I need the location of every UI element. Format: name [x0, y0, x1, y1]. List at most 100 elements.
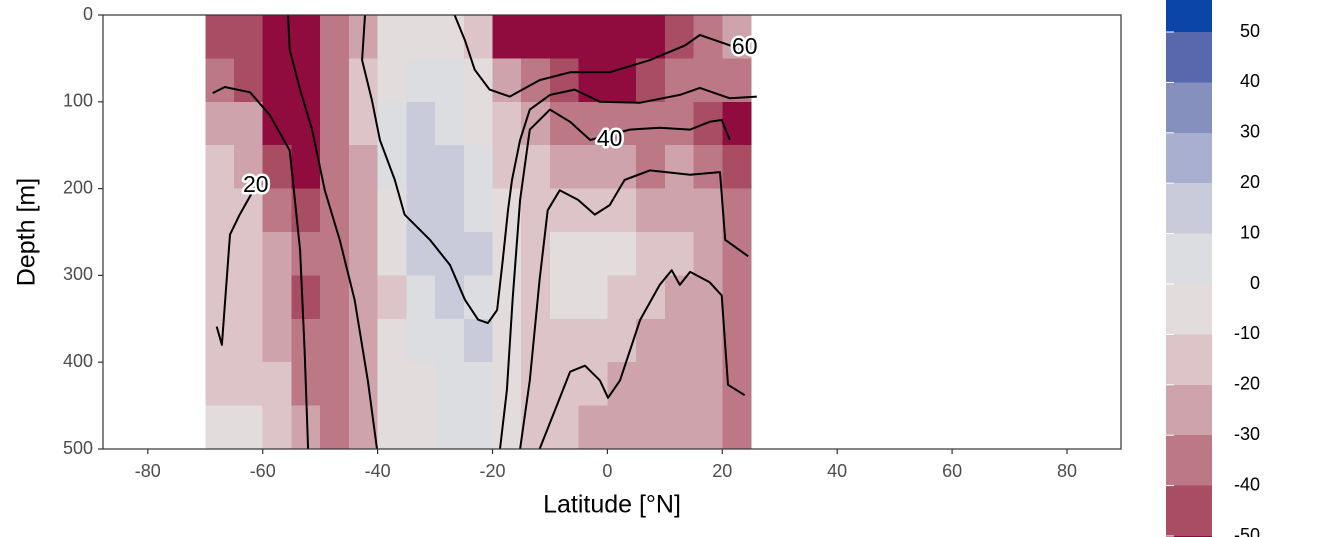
contour-cell [435, 188, 465, 233]
x-tick-label: -20 [479, 461, 505, 481]
contour-line [538, 269, 746, 450]
contour-cell [463, 362, 494, 407]
contour-cell [435, 15, 465, 59]
contour-cell [233, 275, 264, 320]
contour-line [453, 14, 736, 98]
contour-cell [406, 232, 436, 276]
colorbar-tick-label: 0 [1250, 273, 1260, 293]
contour-cell [463, 58, 494, 103]
x-axis-title: Latitude [°N] [543, 491, 681, 519]
contour-cell [233, 188, 264, 233]
contour-cell [636, 318, 666, 363]
contour-cell [377, 362, 407, 407]
contour-cell [377, 15, 407, 59]
contour-cell [636, 15, 666, 59]
contour-cell [377, 405, 407, 450]
colorbar-swatch [1166, 284, 1212, 335]
contour-cell [320, 58, 350, 103]
contour-cell [693, 188, 723, 233]
contour-cell [578, 362, 609, 407]
contour-cell [377, 232, 407, 276]
x-tick-label: 80 [1057, 461, 1077, 481]
contour-cell [435, 232, 465, 276]
contour-cell [492, 405, 522, 450]
colorbar-swatch [1166, 384, 1212, 436]
contour-cell [636, 362, 666, 407]
contour-cell [664, 275, 695, 320]
contour-cell [406, 318, 436, 363]
contour-cell [262, 58, 293, 103]
contour-cell [262, 145, 293, 190]
contour-cell [722, 232, 752, 276]
contour-cell [291, 145, 321, 190]
colorbar-tick-label: 10 [1240, 222, 1260, 242]
contour-cell [607, 275, 637, 320]
contour-cell [463, 232, 494, 276]
contour-cell [406, 362, 436, 407]
contour-cell [722, 145, 752, 190]
contour-cell [377, 58, 407, 103]
colorbar-tick-label: 50 [1240, 21, 1260, 41]
contour-cell [205, 362, 235, 407]
contour-cell [578, 58, 609, 103]
contour-cell [463, 145, 494, 190]
contour-cell [348, 232, 379, 276]
contour-cell [607, 145, 637, 190]
colorbar-tick-label: 30 [1240, 122, 1260, 142]
contour-cell [636, 58, 666, 103]
contour-cell [492, 15, 522, 59]
contour-cell [521, 58, 551, 103]
contour-cell [233, 318, 264, 363]
contour-cell [377, 318, 407, 363]
contour-cell [233, 15, 264, 59]
contour-cell [406, 101, 436, 146]
contour-line [499, 108, 731, 450]
colorbar-swatch [1166, 32, 1212, 83]
contour-cell [406, 275, 436, 320]
contour-cell [463, 275, 494, 320]
contour-cell [463, 101, 494, 146]
contour-cell [636, 232, 666, 276]
contour-cell [521, 15, 551, 59]
contour-cell [549, 145, 580, 190]
colorbar-tick-label: 40 [1240, 71, 1260, 91]
contour-cell [406, 145, 436, 190]
contour-cell [578, 318, 609, 363]
contour-cell [636, 101, 666, 146]
contour-line [212, 86, 310, 450]
contour-cell [636, 188, 666, 233]
contour-cell [607, 101, 637, 146]
contour-cell [262, 101, 293, 146]
contour-cell [233, 145, 264, 190]
colorbar-tick-label: -20 [1234, 374, 1260, 394]
contour-cell [435, 318, 465, 363]
contour-cell [693, 275, 723, 320]
colorbar-tick-label: 20 [1240, 172, 1260, 192]
contour-cell [549, 232, 580, 276]
contour-cell [636, 145, 666, 190]
contour-cell [607, 232, 637, 276]
contour-cell [664, 362, 695, 407]
contour-cell [664, 101, 695, 146]
contour-cell [722, 188, 752, 233]
contour-cell [607, 15, 637, 59]
contour-cell [664, 188, 695, 233]
contour-cell [348, 145, 379, 190]
contour-cell [377, 188, 407, 233]
contour-cell [578, 15, 609, 59]
contour-cell [664, 405, 695, 450]
y-tick-label: 300 [63, 264, 93, 284]
contour-cell [377, 275, 407, 320]
contour-cell [693, 318, 723, 363]
contour-cell [262, 15, 293, 59]
contour-line [287, 14, 378, 450]
contour-cell [262, 405, 293, 450]
contour-cell [463, 318, 494, 363]
contour-cell [348, 362, 379, 407]
contour-cell [722, 275, 752, 320]
contour-cell [578, 145, 609, 190]
contour-cell [492, 275, 522, 320]
contour-cell [262, 318, 293, 363]
contour-cell [291, 15, 321, 59]
colorbar-tick-label: -50 [1234, 525, 1260, 537]
